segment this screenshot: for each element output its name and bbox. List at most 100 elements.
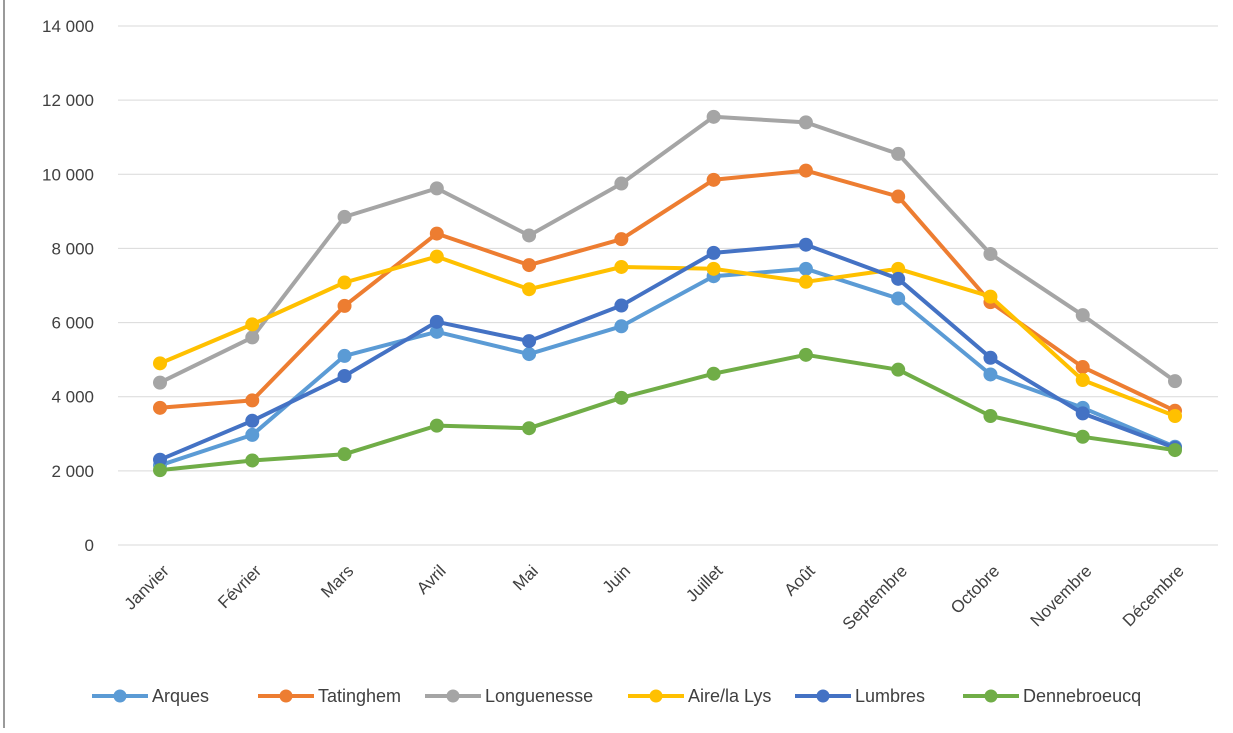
data-point xyxy=(614,298,629,313)
data-point xyxy=(337,275,352,290)
legend-item: Tatinghem xyxy=(258,686,401,706)
x-tick-label: Octobre xyxy=(947,561,1003,617)
data-point xyxy=(245,393,260,408)
series-line xyxy=(158,114,1177,385)
data-point xyxy=(245,427,260,442)
page-edge-rule xyxy=(3,0,5,728)
data-point xyxy=(891,146,906,161)
legend-item: Dennebroeucq xyxy=(963,686,1141,706)
series-lines xyxy=(153,109,1182,478)
legend-swatch-marker xyxy=(113,689,127,703)
series-line xyxy=(158,242,1177,462)
x-tick-label: Mars xyxy=(317,561,357,601)
data-point xyxy=(1075,360,1090,375)
data-point xyxy=(891,362,906,377)
data-point xyxy=(798,163,813,178)
data-point xyxy=(1075,308,1090,323)
grid-lines xyxy=(118,25,1218,546)
x-tick-label: Avril xyxy=(413,561,450,598)
y-tick-label: 10 000 xyxy=(42,165,94,184)
series-line xyxy=(158,266,1177,468)
legend-swatch-marker xyxy=(279,689,293,703)
data-point xyxy=(706,109,721,124)
data-point xyxy=(706,245,721,260)
x-tick-label: Juillet xyxy=(682,561,726,605)
x-tick-label: Janvier xyxy=(121,561,173,613)
data-point xyxy=(706,172,721,187)
data-point xyxy=(798,274,813,289)
legend-swatch-marker xyxy=(649,689,663,703)
data-point xyxy=(1075,429,1090,444)
x-tick-label: Mai xyxy=(509,561,542,594)
x-tick-label: Septembre xyxy=(839,561,911,633)
x-tick-label: Février xyxy=(214,561,265,612)
data-point xyxy=(429,249,444,264)
legend-swatch-marker xyxy=(816,689,830,703)
data-point xyxy=(337,447,352,462)
data-point xyxy=(153,400,167,415)
series-lumbres xyxy=(153,237,1182,467)
data-point xyxy=(522,258,537,273)
x-tick-label: Novembre xyxy=(1027,561,1096,630)
data-point xyxy=(522,282,537,297)
data-point xyxy=(983,408,998,423)
data-point xyxy=(1168,374,1182,389)
series-aire-la-lys xyxy=(153,249,1182,423)
legend-item: Aire/la Lys xyxy=(628,686,771,706)
data-point xyxy=(798,115,813,130)
y-tick-label: 12 000 xyxy=(42,91,94,110)
legend: Arques Tatinghem Longuenesse Aire/la Lys Lum… xyxy=(92,686,1141,706)
data-point xyxy=(983,289,998,304)
legend-item: Lumbres xyxy=(795,686,925,706)
data-point xyxy=(522,421,537,436)
data-point xyxy=(983,246,998,261)
data-point xyxy=(245,453,260,468)
data-point xyxy=(429,418,444,433)
data-point xyxy=(337,348,352,363)
legend-label: Tatinghem xyxy=(318,686,401,706)
x-tick-label: Juin xyxy=(599,561,634,596)
data-point xyxy=(522,334,537,349)
legend-swatch-marker xyxy=(984,689,998,703)
data-point xyxy=(245,317,260,332)
data-point xyxy=(522,228,537,243)
data-point xyxy=(1075,373,1090,388)
data-point xyxy=(153,463,167,478)
data-point xyxy=(798,261,813,276)
data-point xyxy=(153,375,167,390)
legend-item: Longuenesse xyxy=(425,686,593,706)
data-point xyxy=(337,298,352,313)
legend-swatch-marker xyxy=(446,689,460,703)
legend-item: Arques xyxy=(92,686,209,706)
data-point xyxy=(337,368,352,383)
y-tick-label: 8 000 xyxy=(51,239,94,258)
data-point xyxy=(614,259,629,274)
legend-label: Longuenesse xyxy=(485,686,593,706)
series-line xyxy=(158,168,1177,413)
data-point xyxy=(706,366,721,381)
series-arques xyxy=(153,261,1182,473)
y-tick-label: 2 000 xyxy=(51,462,94,481)
data-point xyxy=(429,314,444,329)
data-point xyxy=(1168,443,1182,458)
series-line xyxy=(158,254,1177,418)
y-tick-label: 0 xyxy=(85,536,94,555)
data-point xyxy=(891,271,906,286)
y-tick-label: 4 000 xyxy=(51,388,94,407)
y-tick-label: 14 000 xyxy=(42,17,94,36)
data-point xyxy=(522,347,537,362)
data-point xyxy=(245,413,260,428)
series-dennebroeucq xyxy=(153,347,1182,478)
data-point xyxy=(429,181,444,196)
data-point xyxy=(798,347,813,362)
y-tick-label: 6 000 xyxy=(51,314,94,333)
data-point xyxy=(337,209,352,224)
data-point xyxy=(614,232,629,247)
legend-label: Arques xyxy=(152,686,209,706)
legend-label: Lumbres xyxy=(855,686,925,706)
series-line xyxy=(158,352,1177,473)
data-point xyxy=(706,261,721,276)
legend-label: Dennebroeucq xyxy=(1023,686,1141,706)
